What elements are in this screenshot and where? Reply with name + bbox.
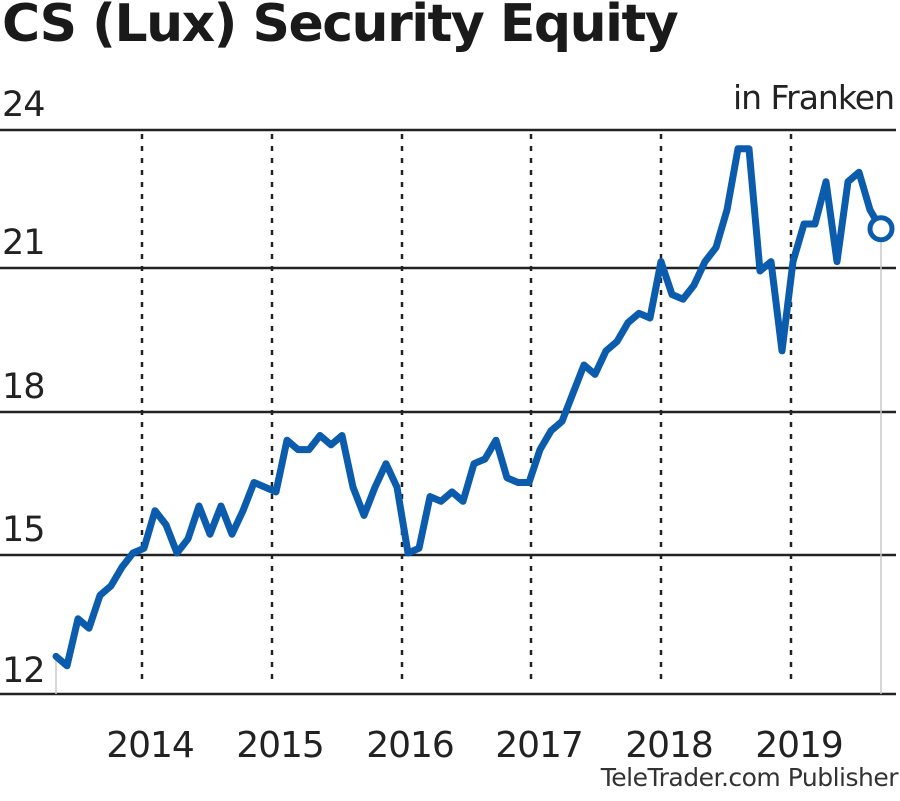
x-tick-label: 2016 <box>366 725 454 766</box>
x-gridlines <box>140 134 793 683</box>
y-tick-label: 12 <box>2 651 45 691</box>
end-marker-icon <box>867 215 895 243</box>
y-gridlines <box>0 128 896 696</box>
x-axis-labels: 2014 2015 2016 2017 2018 2019 <box>106 725 844 766</box>
unit-label: in Franken <box>732 78 895 117</box>
y-tick-label: 18 <box>2 367 45 407</box>
x-tick-label: 2019 <box>755 725 843 766</box>
y-tick-label: 21 <box>2 223 45 263</box>
price-line <box>52 145 885 670</box>
x-tick-label: 2015 <box>236 725 324 766</box>
chart-title: CS (Lux) Security Equity <box>2 0 679 54</box>
source-credit: TeleTrader.com Publisher <box>600 763 899 792</box>
y-tick-label: 15 <box>2 510 45 550</box>
x-tick-label: 2018 <box>625 725 713 766</box>
y-tick-label: 24 <box>2 85 45 125</box>
x-tick-label: 2017 <box>495 725 583 766</box>
y-axis-labels: 12 15 18 21 24 <box>2 85 46 691</box>
x-tick-label: 2014 <box>106 725 194 766</box>
